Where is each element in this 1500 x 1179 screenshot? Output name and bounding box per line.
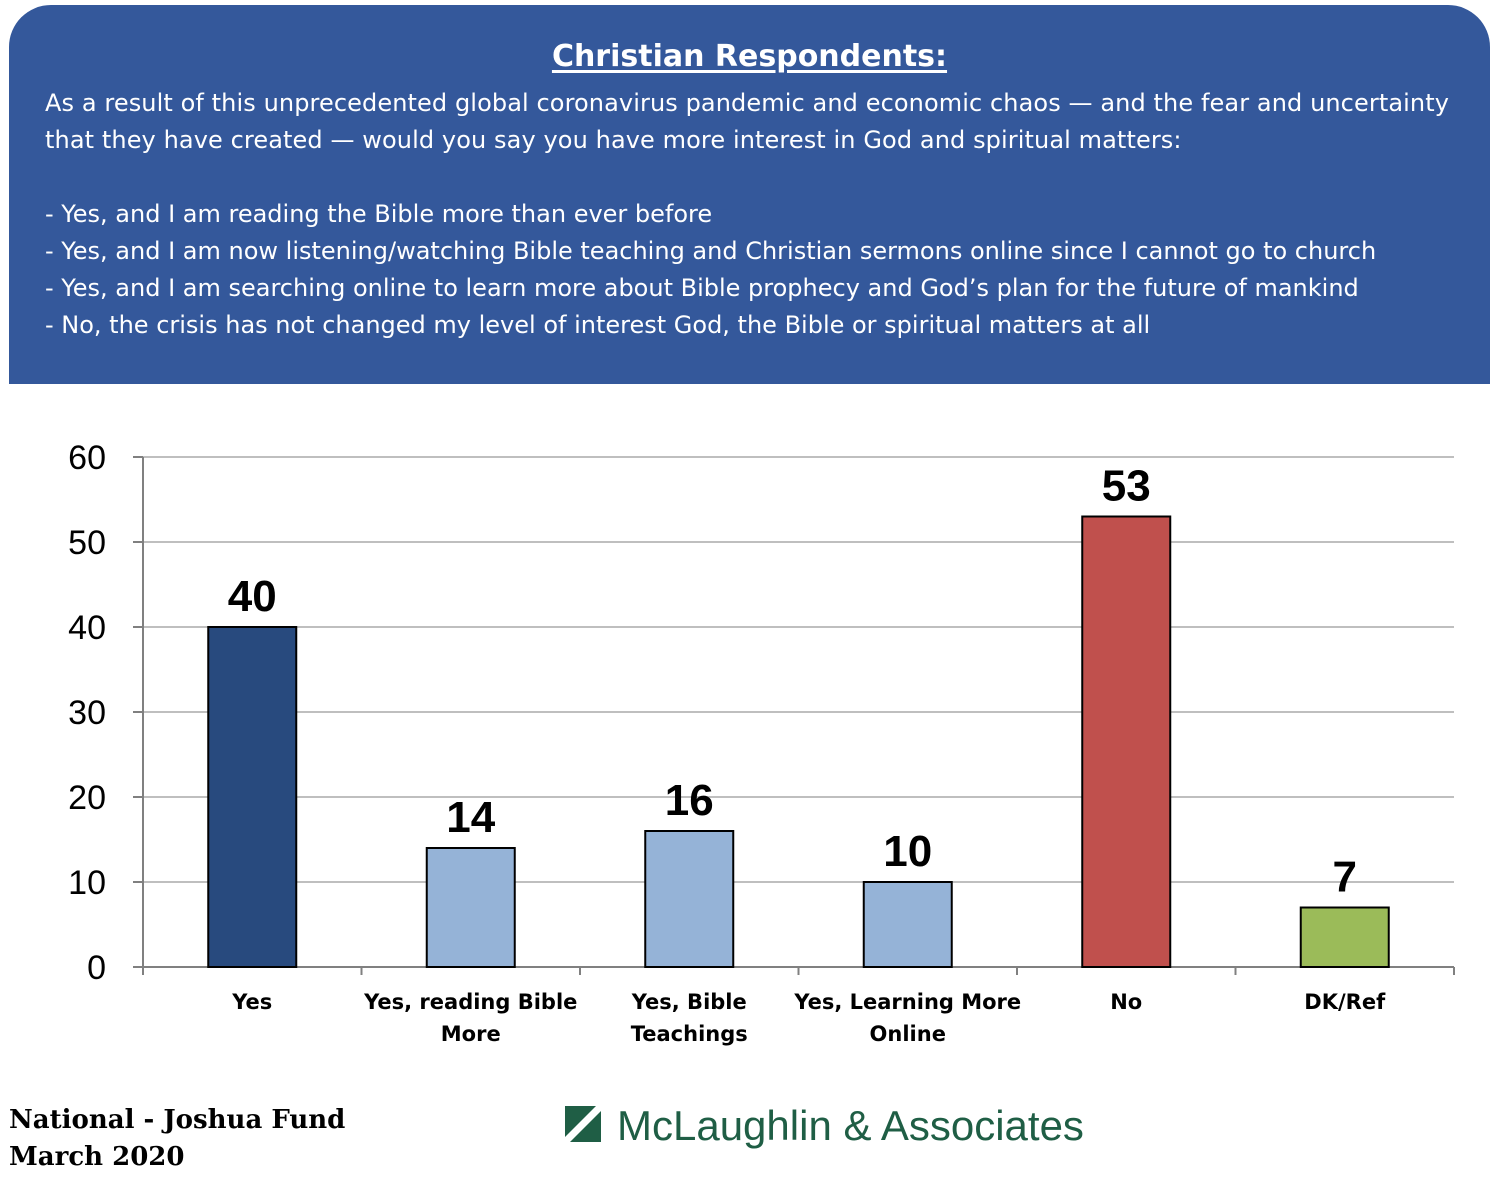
category-label: More [441, 1022, 501, 1046]
question-paragraph: As a result of this unprecedented global… [45, 89, 1450, 154]
answer-option: - Yes, and I am searching online to lear… [45, 274, 1359, 302]
answer-options: - Yes, and I am reading the Bible more t… [45, 196, 1376, 344]
data-label: 16 [665, 776, 714, 825]
source-line-1: National - Joshua Fund [9, 1105, 346, 1135]
logo-mark-icon [565, 1106, 601, 1142]
header-panel: Christian Respondents: As a result of th… [9, 5, 1490, 384]
bar [644, 830, 735, 968]
data-label: 10 [883, 827, 932, 876]
category-label: Yes, Bible [631, 990, 747, 1014]
data-label: 53 [1102, 462, 1151, 511]
bar [862, 881, 953, 968]
answer-option: - Yes, and I am now listening/watching B… [45, 237, 1377, 265]
y-tick-label: 0 [87, 949, 106, 987]
category-label: Yes, Learning More [793, 990, 1021, 1014]
answer-option: - Yes, and I am reading the Bible more t… [45, 200, 713, 228]
category-label: DK/Ref [1304, 990, 1386, 1014]
category-label: Online [870, 1022, 946, 1046]
question-text: As a result of this unprecedented global… [45, 85, 1485, 159]
y-tick-label: 10 [68, 864, 106, 902]
bar [1081, 515, 1172, 968]
category-label: No [1110, 990, 1142, 1014]
source-line-2: March 2020 [9, 1142, 185, 1172]
y-tick-label: 20 [68, 779, 106, 817]
bar-chart: 0 10 20 30 40 50 60 40 Yes 14 Yes, reading Bible Mo… [68, 439, 1455, 1046]
data-label: 7 [1333, 853, 1357, 902]
y-tick-label: 30 [68, 694, 106, 732]
bar [425, 847, 516, 968]
answer-option: - No, the crisis has not changed my leve… [45, 311, 1151, 339]
header-title: Christian Respondents: [551, 39, 948, 74]
category-label: Yes [231, 990, 272, 1014]
data-label: 14 [446, 793, 495, 842]
bar [207, 626, 298, 968]
data-label: 40 [228, 572, 277, 621]
y-tick-label: 60 [68, 439, 106, 477]
category-label: Teachings [631, 1022, 748, 1046]
y-tick-label: 50 [68, 524, 106, 562]
category-label: Yes, reading Bible [363, 990, 577, 1014]
bar [1299, 906, 1390, 968]
y-tick-label: 40 [68, 609, 106, 647]
logo-text: McLaughlin & Associates [617, 1102, 1084, 1149]
survey-source: National - Joshua Fund March 2020 [9, 1102, 345, 1176]
